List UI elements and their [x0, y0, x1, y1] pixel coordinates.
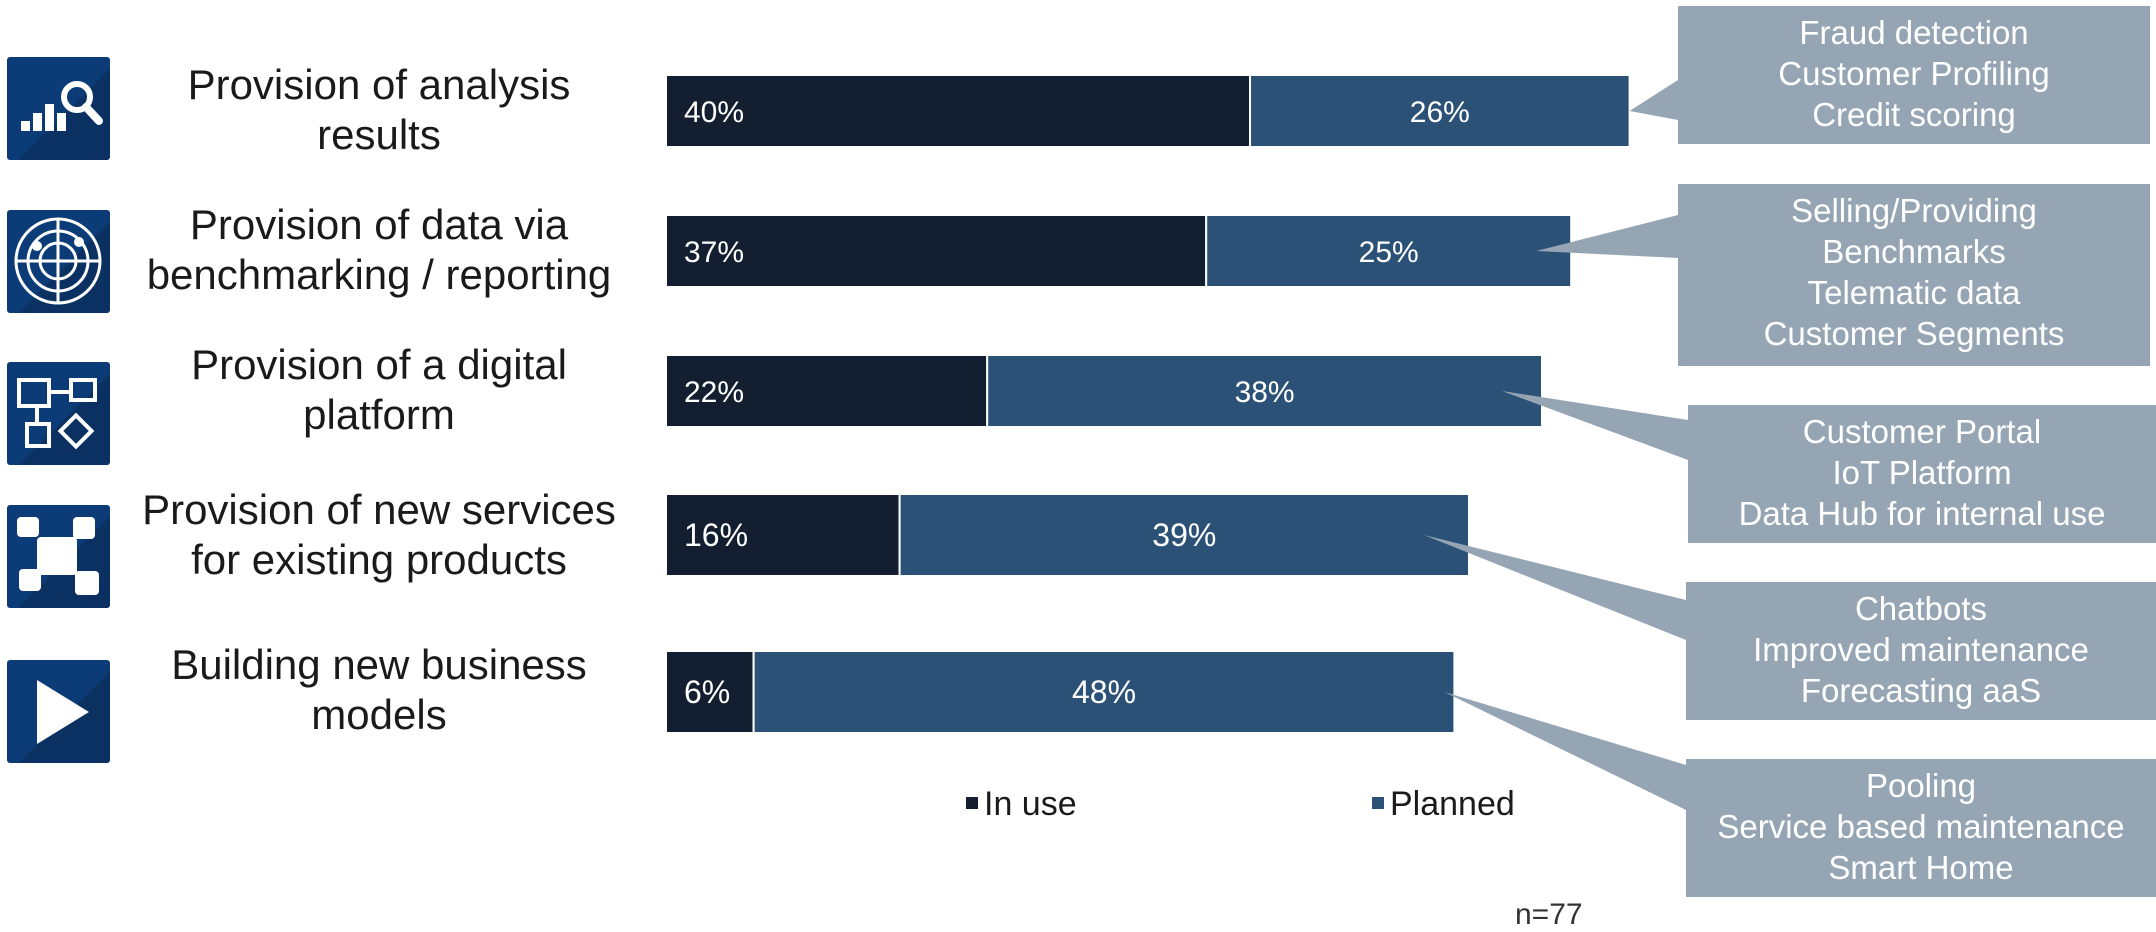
category-label-new-services: Provision of new services for existing pr… — [142, 486, 616, 583]
bar-label-planned-1: 25% — [1359, 236, 1419, 269]
category-label-platform: Provision of a digital platform — [191, 341, 567, 438]
bar-label-planned-4: 48% — [1072, 674, 1136, 710]
radar-icon — [7, 210, 110, 313]
play-icon — [7, 660, 110, 763]
callout-business-models: Pooling Service based maintenance Smart … — [1686, 759, 2156, 897]
analysis-search-icon — [7, 57, 110, 160]
callout-connector-0 — [1629, 80, 1678, 120]
callout-platform: Customer Portal IoT Platform Data Hub fo… — [1688, 405, 2156, 543]
bar-label-in-use-3: 16% — [684, 517, 748, 553]
callout-analysis: Fraud detection Customer Profiling Credi… — [1678, 6, 2150, 144]
legend-label-planned: Planned — [1390, 785, 1515, 823]
bar-label-planned-0: 26% — [1410, 96, 1470, 129]
bar-planned-2 — [986, 354, 1543, 428]
legend-label-in-use: In use — [984, 785, 1077, 823]
category-label-business-models: Building new business models — [171, 641, 587, 738]
bar-label-in-use-2: 22% — [684, 376, 744, 409]
bar-in-use-1 — [665, 214, 1208, 288]
puzzle-icon — [7, 505, 110, 608]
category-label-analysis: Provision of analysis results — [187, 61, 571, 158]
bar-in-use-0 — [665, 74, 1251, 148]
callout-connector-3 — [1424, 535, 1686, 640]
bar-label-in-use-4: 6% — [684, 674, 730, 710]
bar-planned-3 — [898, 493, 1470, 577]
bar-in-use-3 — [665, 493, 901, 577]
legend-swatch-in-use — [966, 797, 978, 810]
category-label-benchmarking: Provision of data via benchmarking / repo… — [146, 201, 612, 298]
callout-connector-2 — [1502, 391, 1688, 460]
bar-label-planned-2: 38% — [1235, 376, 1295, 409]
platform-shapes-icon — [7, 362, 110, 465]
bar-label-in-use-0: 40% — [684, 96, 744, 129]
bar-in-use-2 — [665, 354, 989, 428]
bar-label-in-use-1: 37% — [684, 236, 744, 269]
bar-planned-1 — [1205, 214, 1573, 288]
sample-size-note: n=77 — [1515, 898, 1583, 931]
bar-planned-0 — [1249, 74, 1631, 148]
callout-new-services: Chatbots Improved maintenance Forecastin… — [1686, 582, 2156, 720]
callout-benchmarking: Selling/Providing Benchmarks Telematic d… — [1678, 184, 2150, 366]
bar-planned-4 — [752, 650, 1456, 734]
bar-label-planned-3: 39% — [1152, 517, 1216, 553]
bar-in-use-4 — [665, 650, 755, 734]
legend-in-use: In use — [966, 784, 1077, 824]
legend-planned: Planned — [1372, 784, 1515, 824]
legend-swatch-planned — [1372, 797, 1384, 810]
callout-connector-4 — [1444, 692, 1686, 810]
callout-connector-1 — [1536, 215, 1678, 258]
